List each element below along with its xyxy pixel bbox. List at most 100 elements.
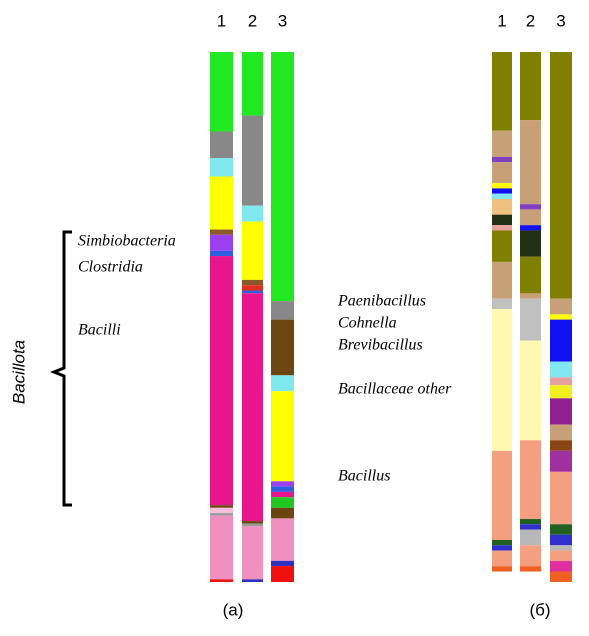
bar-segment bbox=[492, 162, 512, 184]
bar-segment bbox=[242, 285, 263, 291]
bar-segment bbox=[550, 361, 572, 378]
bar-segment bbox=[271, 52, 294, 302]
x-tick-label: 1 bbox=[217, 11, 226, 30]
bar-segment bbox=[210, 513, 233, 516]
panel-title: (б) bbox=[529, 600, 550, 619]
bar-segment bbox=[520, 529, 541, 546]
bar-segment bbox=[492, 298, 512, 310]
x-tick-label: 3 bbox=[278, 11, 287, 30]
bar-segment bbox=[492, 450, 512, 541]
annotation: Cohnella bbox=[338, 315, 397, 332]
bar-segment bbox=[492, 566, 512, 572]
x-tick-label: 1 bbox=[497, 11, 506, 30]
x-tick-label: 2 bbox=[526, 11, 535, 30]
bar-segment bbox=[492, 309, 512, 451]
bar-segment bbox=[242, 521, 263, 524]
bar-segment bbox=[520, 120, 541, 205]
bar-segment bbox=[520, 204, 541, 210]
bar-segment bbox=[210, 515, 233, 580]
bar-segment bbox=[550, 424, 572, 441]
bar-segment bbox=[210, 176, 233, 230]
bar-segment bbox=[210, 579, 233, 582]
x-tick-label: 2 bbox=[248, 11, 257, 30]
bar-segment bbox=[210, 131, 233, 158]
bar-segment bbox=[550, 440, 572, 451]
bar-segment bbox=[271, 481, 294, 487]
bar-segment bbox=[520, 230, 541, 257]
bar-segment bbox=[242, 526, 263, 580]
bar-segment bbox=[492, 540, 512, 546]
bar-segment bbox=[550, 550, 572, 562]
bar-segment bbox=[210, 507, 233, 514]
bar-segment bbox=[242, 293, 263, 522]
bar-segment bbox=[520, 440, 541, 520]
bar-segment bbox=[492, 225, 512, 231]
bar-segment bbox=[492, 545, 512, 551]
bar-segment bbox=[271, 319, 294, 376]
annotation: Clostridia bbox=[78, 259, 143, 276]
bar-segment bbox=[271, 566, 294, 582]
bar-segment bbox=[242, 579, 263, 582]
bar-segment bbox=[492, 130, 512, 157]
bar-segment bbox=[210, 158, 233, 177]
bar-segment bbox=[550, 398, 572, 425]
bar-segment bbox=[520, 293, 541, 299]
bar-segment bbox=[520, 225, 541, 231]
bar-segment bbox=[550, 319, 572, 362]
bar-segment bbox=[210, 256, 233, 506]
bar-segment bbox=[492, 198, 512, 215]
bar-segment bbox=[550, 298, 572, 315]
bar-segment bbox=[520, 340, 541, 441]
bar-segment bbox=[550, 385, 572, 399]
annotation: Bacillus bbox=[338, 468, 390, 485]
bar-segment bbox=[242, 279, 263, 286]
bar-segment bbox=[242, 221, 263, 280]
bar-segment bbox=[520, 545, 541, 567]
bar-segment bbox=[520, 519, 541, 525]
bar-segment bbox=[550, 377, 572, 386]
bar-segment bbox=[492, 52, 512, 131]
bar-segment bbox=[210, 250, 233, 257]
annotation: Simbiobacteria bbox=[78, 233, 176, 250]
bar-segment bbox=[271, 507, 294, 519]
bar-segment bbox=[520, 52, 541, 121]
bar-segment bbox=[520, 566, 541, 572]
bar-segment bbox=[520, 209, 541, 226]
bar-segment bbox=[242, 205, 263, 222]
bar-segment bbox=[271, 497, 294, 508]
annotation: Bacilli bbox=[78, 322, 121, 339]
annotation: Bacillaceae other bbox=[338, 381, 452, 398]
x-tick-label: 3 bbox=[556, 11, 565, 30]
bar-segment bbox=[550, 524, 572, 535]
bar-segment bbox=[492, 214, 512, 226]
bar-segment bbox=[210, 52, 233, 132]
bar-segment bbox=[520, 524, 541, 530]
bar-segment bbox=[242, 523, 263, 527]
bar-segment bbox=[271, 491, 294, 498]
bar-segment bbox=[550, 534, 572, 546]
bar-segment bbox=[271, 375, 294, 392]
bar-segment bbox=[492, 188, 512, 194]
group-label: Bacillota bbox=[9, 340, 28, 404]
bar-segment bbox=[271, 391, 294, 482]
bar-segment bbox=[210, 229, 233, 235]
bar-segment bbox=[271, 486, 294, 492]
bar-segment bbox=[492, 550, 512, 567]
bar-segment bbox=[492, 261, 512, 299]
bracket bbox=[49, 230, 72, 507]
bar-segment bbox=[550, 545, 572, 551]
bar-segment bbox=[492, 156, 512, 163]
bar-segment bbox=[520, 256, 541, 294]
bar-segment bbox=[210, 505, 233, 508]
bar-segment bbox=[550, 571, 572, 582]
bar-segment bbox=[271, 560, 294, 567]
bar-segment bbox=[492, 183, 512, 189]
annotation: Brevibacillus bbox=[338, 337, 423, 354]
bar-segment bbox=[492, 230, 512, 262]
bar-segment bbox=[520, 298, 541, 341]
bar-segment bbox=[210, 234, 233, 251]
bar-segment bbox=[242, 115, 263, 206]
bar-segment bbox=[271, 301, 294, 320]
bar-segment bbox=[550, 471, 572, 525]
